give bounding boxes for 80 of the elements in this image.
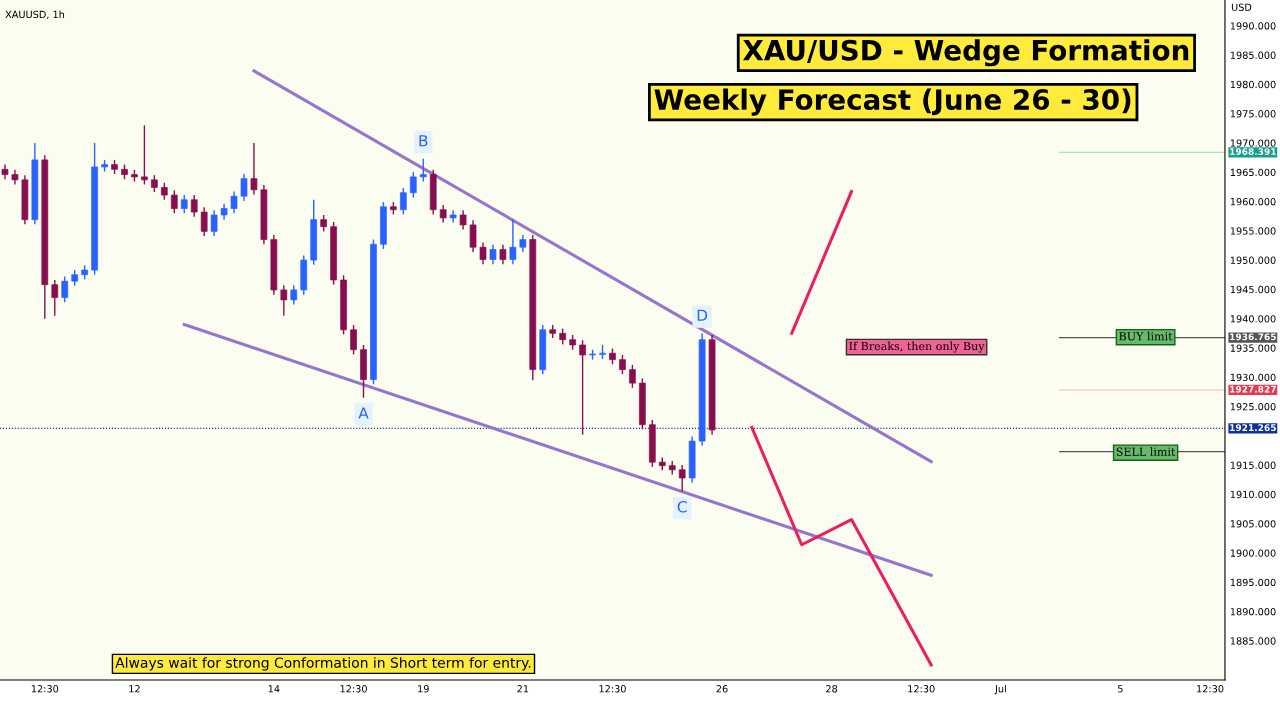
y-tick-label: 1905.000	[1230, 520, 1276, 528]
x-tick-label: 12:30	[908, 685, 935, 693]
ref-line-label: 1921.265	[1230, 424, 1276, 432]
y-tick-label: 1990.000	[1230, 22, 1276, 30]
candlestick	[11, 169, 19, 186]
ref-line-label: 1927.827	[1230, 385, 1276, 393]
x-tick-label: 28	[826, 685, 838, 693]
x-tick-label: 12:30	[31, 685, 59, 693]
y-axis-title: USD	[1231, 3, 1252, 11]
x-tick-label: 21	[517, 685, 529, 693]
annotation: XAUUSD, 1h	[5, 10, 65, 20]
candlestick	[400, 187, 407, 216]
text: XAU/USD - Wedge Formation	[742, 39, 1189, 67]
annotation: A	[358, 407, 369, 419]
candlestick	[51, 279, 59, 317]
candlestick	[579, 339, 586, 436]
annotation: If Breaks, then only Buy	[849, 341, 985, 353]
text: Weekly Forecast (June 26 - 30)	[654, 88, 1131, 116]
candlestick	[479, 241, 487, 265]
candlestick	[290, 284, 298, 306]
candlestick	[230, 190, 238, 214]
x-tick-label: 12	[129, 685, 140, 693]
y-tick-label: 1925.000	[1230, 402, 1276, 411]
y-tick-label: 1895.000	[1230, 578, 1276, 587]
y-tick-label: 1915.000	[1230, 461, 1276, 469]
y-tick-label: 1965.000	[1230, 168, 1276, 177]
candlestick	[170, 189, 178, 214]
x-tick-label: Jul	[994, 684, 1006, 695]
ref-line-label: 1968.391	[1230, 148, 1276, 155]
annotation: B	[419, 135, 428, 147]
y-tick-label: 1945.000	[1230, 285, 1276, 294]
x-tick-label: 19	[418, 685, 429, 693]
x-tick-label: 26	[716, 685, 728, 693]
y-tick-label: 1890.000	[1230, 608, 1276, 616]
candlestick	[210, 209, 218, 237]
y-tick-label: 1885.000	[1230, 637, 1276, 645]
y-tick-label: 1960.000	[1230, 197, 1276, 206]
y-tick-label: 1940.000	[1230, 315, 1276, 323]
y-tick-label: 1910.000	[1230, 490, 1276, 499]
y-tick-label: 1935.000	[1230, 344, 1276, 352]
y-tick-label: 1970.000	[1230, 139, 1276, 147]
y-tick-label: 1950.000	[1230, 256, 1276, 264]
x-tick-label: 5	[1118, 685, 1123, 693]
x-tick-label: 12:30	[1197, 685, 1224, 693]
annotation: Always wait for strong Conformation in Short term for entry.	[115, 657, 531, 671]
candlestick	[61, 275, 69, 303]
y-tick-label: 1975.000	[1230, 110, 1276, 118]
x-tick-label: 14	[268, 685, 280, 693]
candlestick	[629, 364, 636, 389]
candlestick	[489, 244, 497, 265]
candlestick	[409, 171, 417, 199]
line-series	[750, 426, 933, 667]
annotation: C	[677, 500, 687, 513]
candlestick	[350, 324, 357, 356]
x-tick-label: 12:30	[340, 685, 367, 693]
y-tick-label: 1955.000	[1230, 227, 1276, 235]
candlestick	[509, 218, 517, 265]
candlestick	[141, 124, 148, 186]
candlestick	[250, 142, 258, 196]
candlestick	[419, 158, 427, 183]
y-tick-label: 1985.000	[1230, 51, 1276, 59]
candlestick	[240, 173, 248, 202]
y-tick-label: 1980.000	[1230, 80, 1276, 89]
y-tick-label: 1900.000	[1230, 549, 1276, 557]
candlestick	[180, 194, 188, 214]
annotation: SELL limit	[1116, 447, 1176, 456]
candlestick	[499, 244, 507, 265]
ref-line-label: 1936.765	[1230, 333, 1276, 341]
candlestick	[469, 219, 477, 253]
candlestick	[190, 194, 198, 218]
annotation: BUY limit	[1119, 331, 1173, 341]
candlestick	[459, 209, 467, 231]
y-tick-label: 1930.000	[1230, 373, 1276, 382]
candlestick	[280, 284, 288, 317]
candlestick	[449, 209, 457, 224]
candlestick	[200, 206, 208, 237]
candlestick	[678, 464, 686, 493]
x-tick-label: 12:30	[599, 685, 626, 693]
annotation: D	[697, 309, 708, 321]
candlestick	[619, 354, 626, 375]
